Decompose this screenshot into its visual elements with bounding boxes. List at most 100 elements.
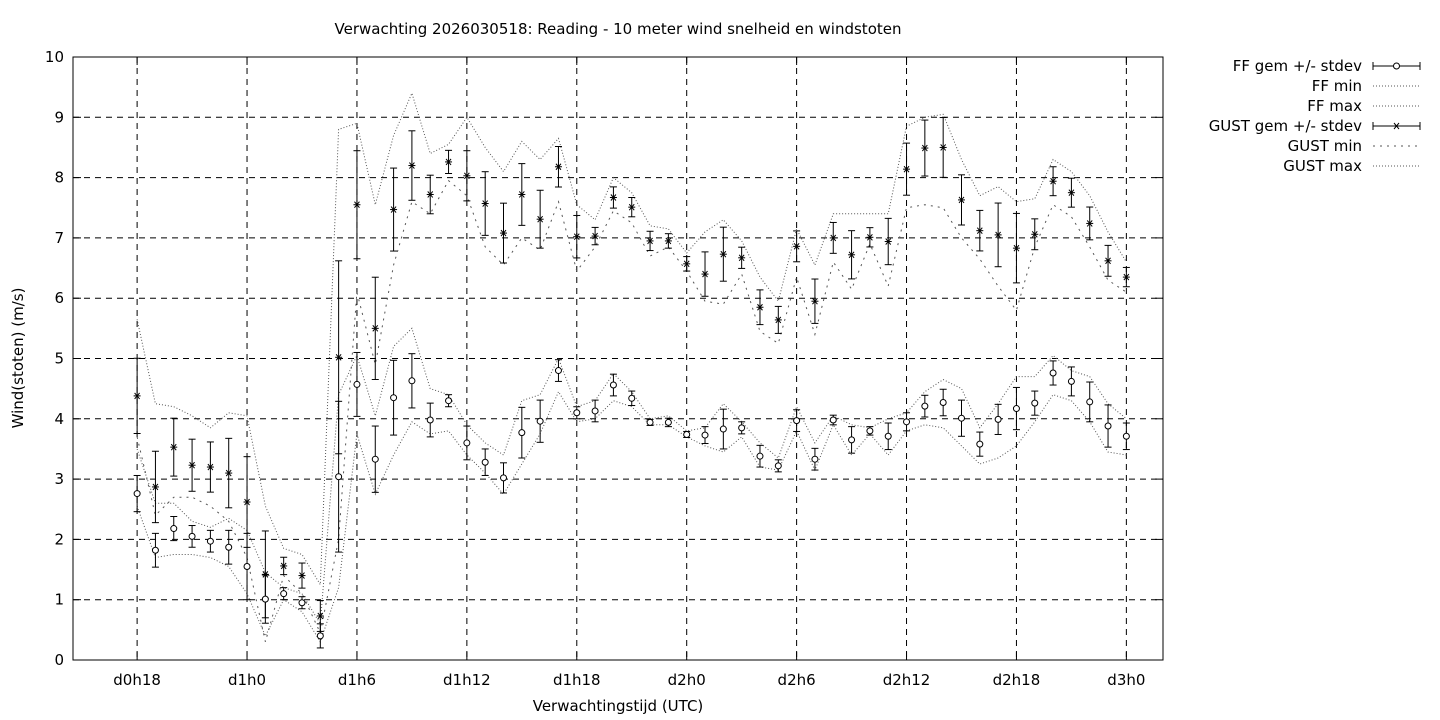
gust-point bbox=[921, 144, 929, 152]
legend-entry: GUST gem +/- stdev bbox=[1209, 117, 1421, 135]
gust-point bbox=[719, 250, 727, 258]
ff-point bbox=[701, 431, 709, 439]
y-tick-label: 7 bbox=[54, 229, 64, 247]
gust-point bbox=[573, 233, 581, 241]
ff-point bbox=[426, 416, 434, 424]
ff-point bbox=[1104, 422, 1112, 430]
ff-point bbox=[243, 563, 251, 571]
ff-point bbox=[500, 474, 508, 482]
ff-point bbox=[298, 599, 306, 607]
ff-point bbox=[170, 525, 178, 533]
gust-point bbox=[591, 232, 599, 240]
ff-point bbox=[829, 416, 837, 424]
gust-point bbox=[1086, 220, 1094, 227]
y-tick-label: 0 bbox=[54, 651, 64, 669]
gust-point bbox=[994, 231, 1002, 239]
gust-point bbox=[316, 612, 324, 620]
grid bbox=[73, 57, 1163, 660]
x-tick-label: d2h12 bbox=[883, 671, 931, 689]
y-tick-label: 1 bbox=[54, 591, 64, 609]
y-tick-label: 6 bbox=[54, 289, 64, 307]
ff-point bbox=[957, 414, 965, 422]
ff-point bbox=[921, 402, 929, 410]
gust-point bbox=[243, 498, 251, 506]
y-tick-label: 3 bbox=[54, 470, 64, 488]
ff-point bbox=[976, 440, 984, 448]
ff-point bbox=[591, 407, 599, 415]
ff-point bbox=[756, 452, 764, 460]
ff-point bbox=[280, 590, 288, 598]
gust-point bbox=[371, 325, 379, 332]
gust-point bbox=[298, 572, 306, 579]
gust-point bbox=[280, 562, 288, 570]
gust-point bbox=[811, 297, 819, 305]
gust-point bbox=[957, 196, 965, 204]
legend: FF gem +/- stdev FF min FF max GUST gem +/-… bbox=[1209, 57, 1421, 175]
x-tick-label: d1h18 bbox=[553, 671, 601, 689]
ff-point bbox=[738, 424, 746, 432]
y-tick-label: 10 bbox=[45, 48, 64, 66]
gust-point bbox=[463, 172, 471, 180]
gust-point bbox=[939, 144, 947, 151]
legend-entry: GUST max bbox=[1283, 157, 1420, 175]
ff-point bbox=[518, 429, 526, 437]
gust-min-line bbox=[136, 179, 1127, 643]
legend-entry: FF gem +/- stdev bbox=[1233, 57, 1421, 75]
ff-point bbox=[390, 394, 398, 402]
gust-point bbox=[481, 200, 489, 207]
ff-point bbox=[408, 377, 416, 385]
y-tick-label: 8 bbox=[54, 169, 64, 187]
series-layer bbox=[133, 91, 1130, 649]
gust-point bbox=[445, 158, 453, 166]
ff-point bbox=[646, 418, 654, 426]
gust-point bbox=[1104, 257, 1112, 265]
gust-point bbox=[261, 571, 269, 578]
ff-point bbox=[793, 417, 801, 425]
ff-point bbox=[554, 367, 562, 375]
legend-entry: GUST min bbox=[1288, 137, 1420, 155]
gust-point bbox=[188, 461, 196, 469]
gust-point bbox=[225, 469, 233, 477]
y-tick-label: 9 bbox=[54, 108, 64, 126]
legend-ff-marker bbox=[1393, 62, 1400, 70]
gust-point bbox=[170, 443, 178, 451]
ff-point bbox=[628, 394, 636, 402]
gust-point bbox=[1012, 244, 1020, 252]
ff-point bbox=[903, 418, 911, 426]
gust-point bbox=[353, 201, 361, 209]
plot-frame bbox=[72, 56, 1164, 661]
x-axis-ticks: d0h18 d1h0 d1h6 d1h12 d1h18 d2h0 d2h6 d2h12 d2h1… bbox=[113, 57, 1145, 689]
gust-point bbox=[646, 237, 654, 245]
y-tick-label: 5 bbox=[54, 350, 64, 368]
ff-point bbox=[573, 409, 581, 417]
gust-point bbox=[829, 234, 837, 242]
gust-point bbox=[335, 353, 343, 361]
y-tick-label: 2 bbox=[54, 530, 64, 548]
ff-point bbox=[664, 418, 672, 426]
gust-point bbox=[884, 238, 892, 245]
gust-point bbox=[518, 191, 526, 198]
gust-point bbox=[426, 191, 434, 198]
chart-title: Verwachting 2026030518: Reading - 10 met… bbox=[335, 20, 902, 38]
ff-max-line bbox=[136, 327, 1127, 626]
ff-point bbox=[1031, 399, 1039, 407]
ff-point bbox=[536, 417, 544, 425]
gust-point bbox=[738, 254, 746, 262]
x-tick-label: d1h6 bbox=[338, 671, 376, 689]
ff-point bbox=[353, 380, 361, 388]
legend-entry: FF max bbox=[1307, 97, 1420, 115]
gust-point bbox=[793, 243, 801, 250]
gust-point bbox=[866, 233, 874, 241]
gust-point bbox=[774, 316, 782, 324]
ff-point bbox=[939, 399, 947, 407]
ff-point bbox=[866, 427, 874, 435]
gust-point bbox=[628, 203, 636, 211]
ff-point bbox=[481, 458, 489, 466]
ff-point bbox=[335, 473, 343, 481]
ff-min-line bbox=[136, 390, 1127, 644]
ff-point bbox=[261, 595, 269, 603]
x-tick-label: d3h0 bbox=[1107, 671, 1145, 689]
gust-point bbox=[151, 483, 159, 491]
ff-point bbox=[1122, 432, 1130, 440]
